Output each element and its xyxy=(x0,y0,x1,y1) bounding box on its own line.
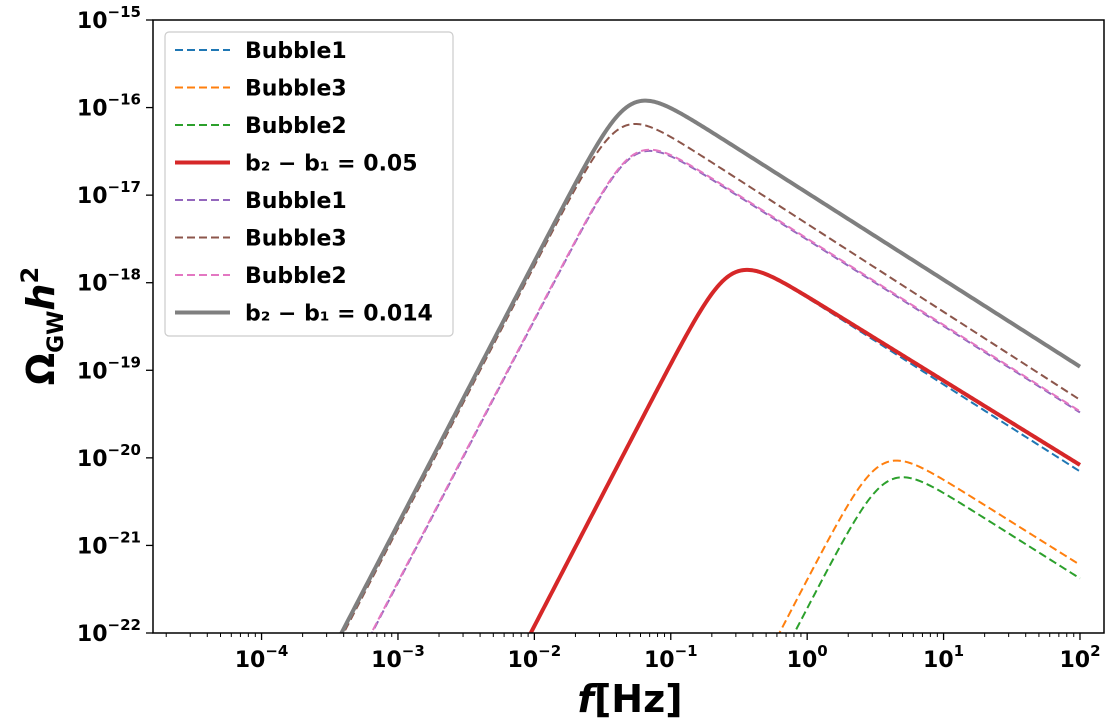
series-layer xyxy=(339,98,1082,633)
legend-label-3: Bubble2 xyxy=(245,114,347,139)
x-tick-label: 102 xyxy=(1059,642,1100,673)
y-tick-label: 10−19 xyxy=(77,353,141,384)
series-line-6 xyxy=(342,122,1081,633)
x-axis-label: f[Hz] xyxy=(577,677,682,721)
x-tick-label: 10−2 xyxy=(508,642,562,673)
legend: Bubble1 Bubble3 Bubble2 b₂ − b₁ = 0.05 Bubbl… xyxy=(164,31,454,337)
legend-label-7: Bubble2 xyxy=(245,264,347,289)
y-tick-label: 10−16 xyxy=(77,91,141,122)
series-line-4 xyxy=(528,267,1082,633)
x-tick-label: 10−1 xyxy=(644,642,698,673)
y-tick-label: 10−20 xyxy=(77,441,141,472)
series-line-8 xyxy=(339,98,1082,633)
y-tick-label: 10−22 xyxy=(77,616,141,647)
tick-labels: 10−4 10−3 10−2 10−1 100 101 102 10−22 10−21 10−20… xyxy=(77,3,1101,673)
x-tick-label: 100 xyxy=(787,642,828,673)
y-axis-label: ΩGWh2 xyxy=(16,267,69,385)
legend-label-4: b₂ − b₁ = 0.05 xyxy=(245,152,418,177)
series-line-3 xyxy=(793,476,1081,633)
legend-label-5: Bubble1 xyxy=(245,189,347,214)
legend-label-1: Bubble1 xyxy=(245,39,347,64)
x-tick-label: 10−3 xyxy=(371,642,425,673)
y-tick-label: 10−21 xyxy=(77,528,141,559)
legend-label-2: Bubble3 xyxy=(245,77,347,102)
major-ticks xyxy=(146,19,1081,640)
y-tick-label: 10−17 xyxy=(77,178,141,209)
series-line-5 xyxy=(370,149,1081,633)
series-line-2 xyxy=(778,459,1081,633)
legend-label-8: b₂ − b₁ = 0.014 xyxy=(245,302,433,327)
x-tick-label: 101 xyxy=(923,642,964,673)
legend-label-6: Bubble3 xyxy=(245,227,347,252)
plot-frame xyxy=(152,19,1105,634)
y-tick-label: 10−15 xyxy=(77,3,141,34)
y-tick-label: 10−18 xyxy=(77,266,141,297)
legend-box xyxy=(164,31,454,337)
x-tick-label: 10−4 xyxy=(235,642,289,673)
